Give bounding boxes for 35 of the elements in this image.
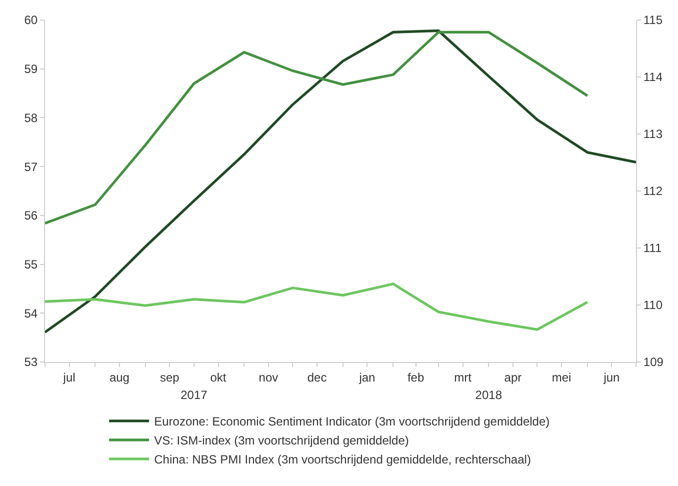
y2-tick-label: 115	[643, 13, 663, 28]
y2-tick-label: 109	[643, 355, 664, 370]
x-tick-label: sep	[160, 370, 180, 384]
y2-tick-label: 113	[643, 127, 663, 142]
y2-tick-label: 112	[643, 184, 663, 198]
legend-label: Eurozone: Economic Sentiment Indicator (3m voortschrijdend gemiddelde)	[154, 414, 550, 429]
y-tick-label: 59	[24, 62, 38, 76]
y-tick-label: 60	[24, 13, 38, 28]
x-tick-label: aug	[109, 370, 130, 384]
x-tick-label: mei	[552, 370, 572, 384]
y-tick-label: 54	[24, 306, 38, 320]
y-tick-label: 57	[24, 160, 38, 174]
x-tick-label: feb	[407, 370, 424, 384]
x-tick-label: okt	[210, 370, 227, 384]
y-tick-label: 53	[24, 355, 38, 370]
x-tick-label: jun	[602, 370, 620, 384]
line-series	[45, 29, 636, 334]
legend-label: VS: ISM-index (3m voortschrijdend gemiddelde)	[154, 434, 409, 448]
y-tick-label: 58	[24, 110, 38, 125]
y-tick-label: 55	[24, 257, 38, 272]
y-tick-label: 56	[24, 208, 38, 223]
legend-label: China: NBS PMI Index (3m voortschrijdend gemiddelde, rechterschaal)	[154, 452, 531, 467]
x-tick-label: nov	[258, 370, 278, 384]
line-series	[45, 282, 589, 331]
x-tick-label: jan	[358, 370, 376, 384]
x-tick-label: jul	[62, 370, 76, 384]
x2-tick-label: 2018	[475, 388, 502, 402]
x-tick-label: mrt	[454, 370, 472, 384]
x-tick-label: apr	[504, 370, 522, 384]
x2-tick-label: 2017	[180, 388, 208, 402]
y2-tick-label: 111	[643, 241, 662, 256]
line-series	[45, 30, 589, 225]
y2-tick-label: 114	[643, 70, 663, 84]
y2-tick-label: 110	[643, 298, 663, 312]
x-tick-label: dec	[307, 370, 327, 384]
